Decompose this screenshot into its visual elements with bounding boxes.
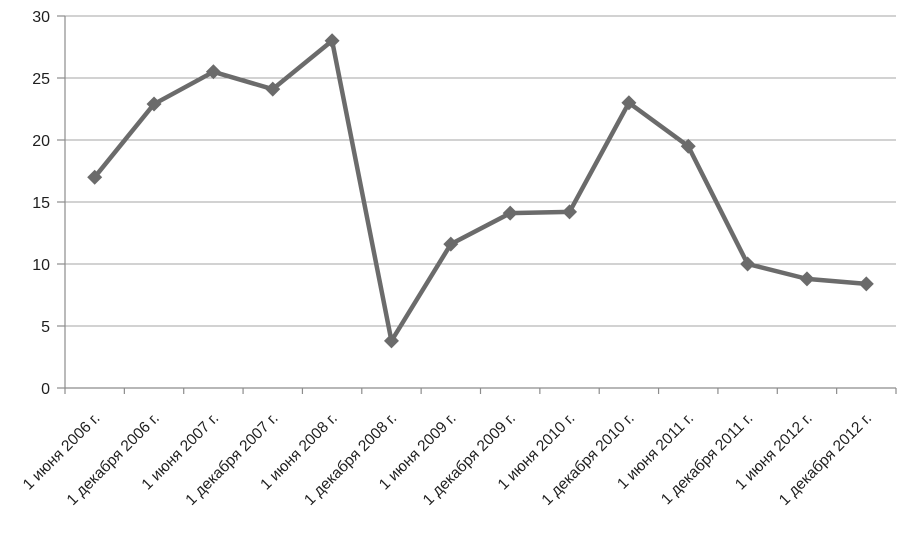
- y-tick-label: 0: [41, 381, 50, 398]
- data-point-marker: [146, 96, 162, 112]
- data-point-marker: [680, 138, 696, 154]
- y-tick-label: 15: [32, 195, 50, 212]
- y-tick-label: 10: [32, 257, 50, 274]
- data-line: [92, 38, 869, 344]
- y-tick-label: 5: [41, 319, 50, 336]
- data-point-marker: [799, 271, 815, 287]
- data-point-marker: [324, 33, 340, 49]
- y-tick-label: 20: [32, 133, 50, 150]
- data-point-marker: [205, 64, 221, 80]
- data-point-marker: [562, 204, 578, 220]
- data-point-marker: [621, 95, 637, 111]
- y-tick-label: 30: [32, 9, 50, 26]
- data-point-marker: [443, 236, 459, 252]
- data-point-marker: [740, 256, 756, 272]
- data-point-marker: [265, 81, 281, 97]
- data-point-marker: [383, 333, 399, 349]
- data-point-marker: [87, 169, 103, 185]
- data-point-marker: [502, 205, 518, 221]
- y-tick-label: 25: [32, 71, 50, 88]
- data-point-marker: [858, 276, 874, 292]
